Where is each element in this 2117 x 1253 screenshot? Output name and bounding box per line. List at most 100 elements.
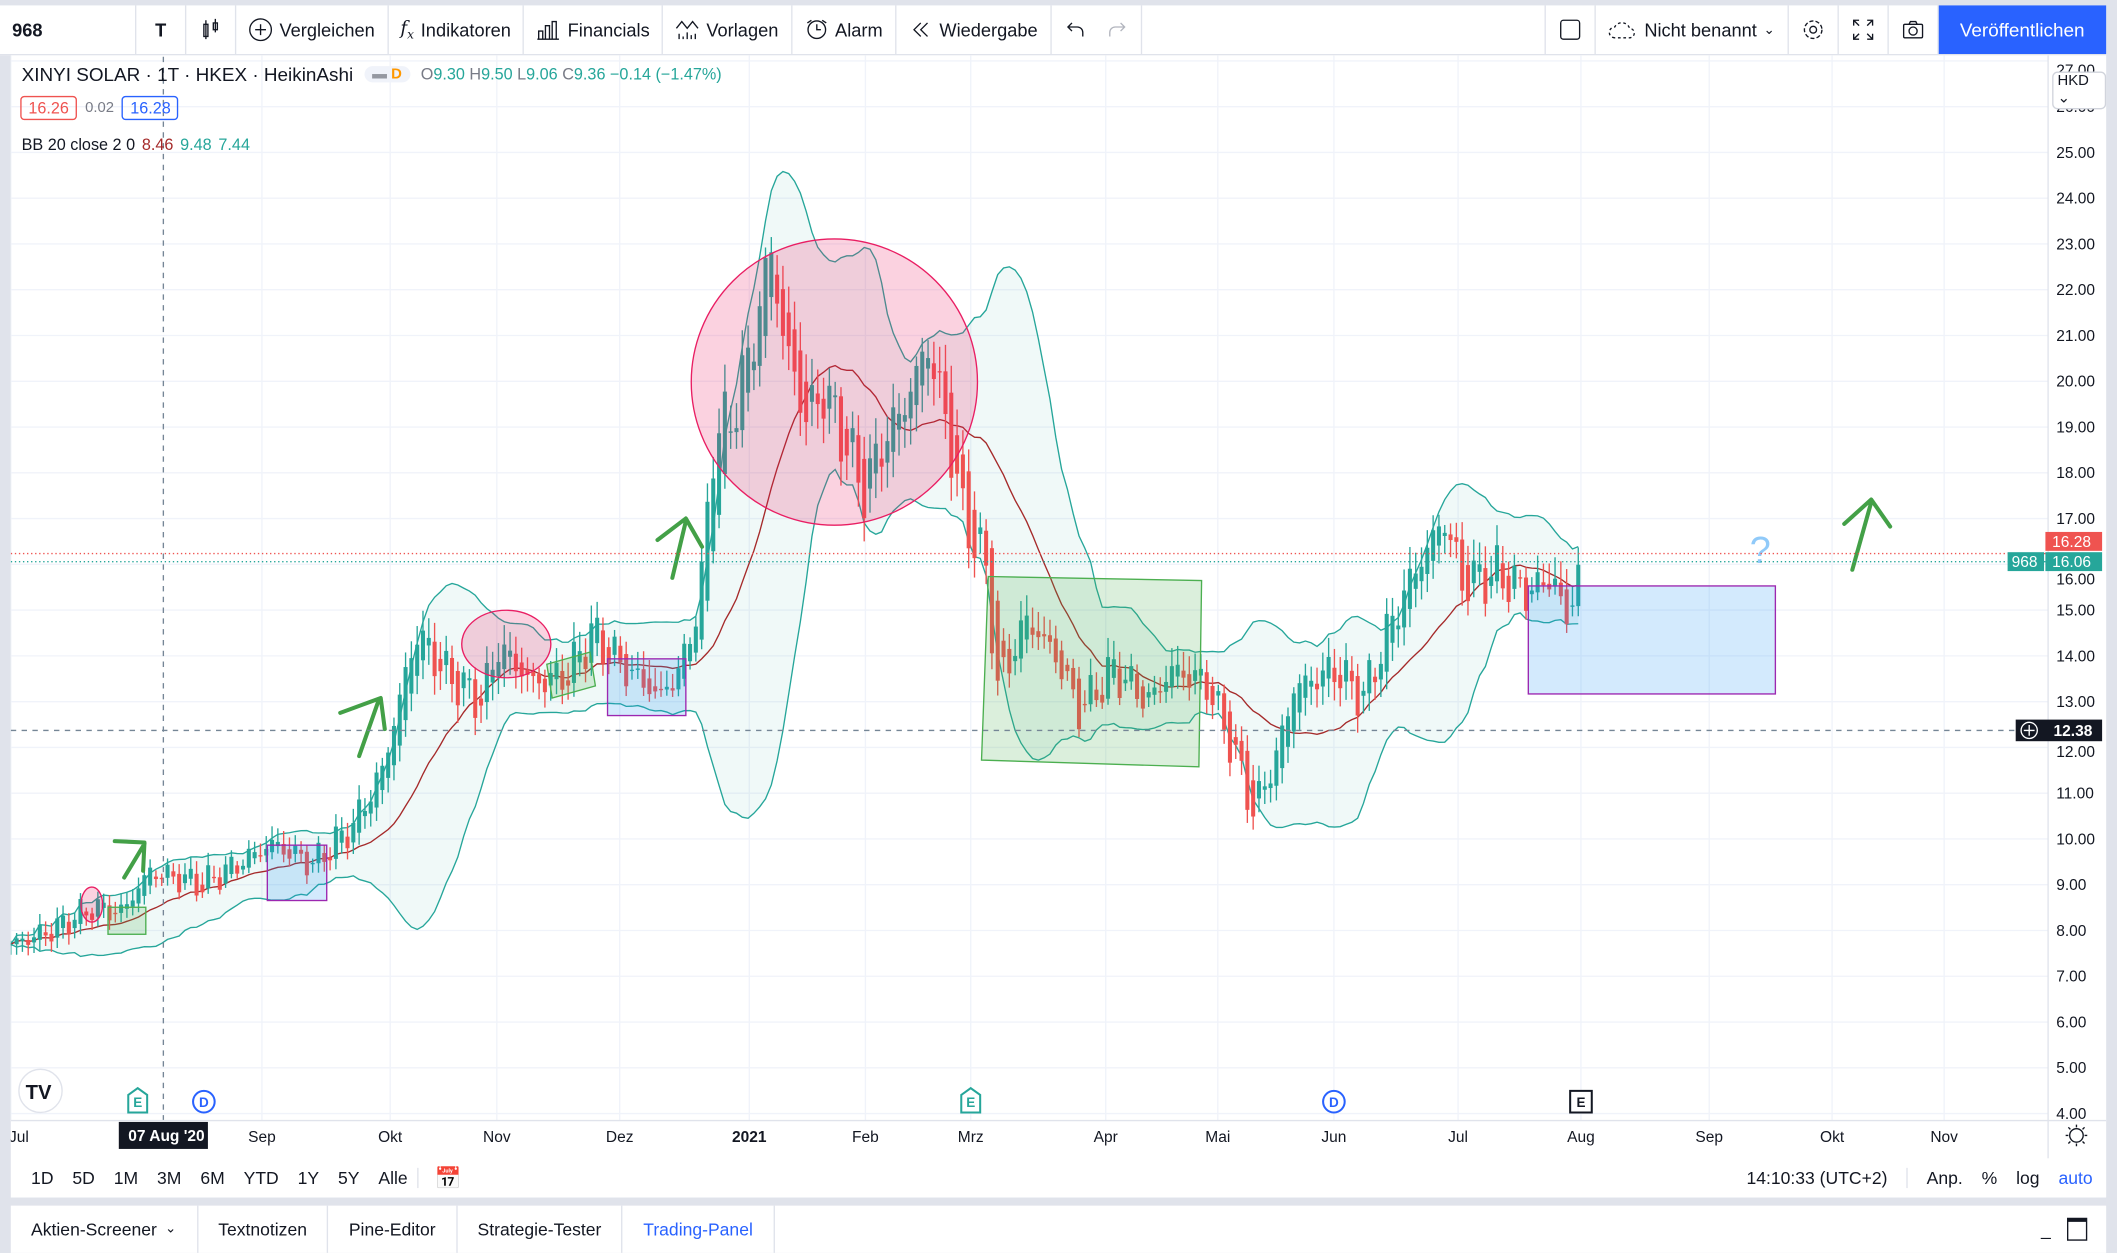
alert-button[interactable]: Alarm: [792, 5, 897, 55]
range-1m[interactable]: 1M: [113, 1167, 139, 1189]
candle: [159, 873, 164, 886]
snapshot-button[interactable]: [1888, 5, 1939, 55]
range-1y[interactable]: 1Y: [297, 1167, 320, 1189]
crosshair-price-text: 12.38: [2054, 723, 2093, 740]
tab-trading-panel[interactable]: Trading-Panel: [623, 1205, 775, 1253]
compare-button[interactable]: Vergleichen: [236, 5, 389, 55]
arrow-up-3[interactable]: [655, 516, 705, 580]
badge-text: D: [391, 66, 402, 83]
publish-button[interactable]: Veröffentlichen: [1938, 5, 2107, 55]
percent-toggle[interactable]: %: [1981, 1167, 1998, 1189]
earnings-marker[interactable]: E: [127, 1086, 149, 1114]
candle: [1158, 677, 1163, 704]
currency-selector[interactable]: HKD ⌄: [2052, 71, 2107, 110]
chart-type-button[interactable]: [186, 5, 237, 55]
dividend-marker[interactable]: D: [192, 1089, 216, 1114]
market-status-badge[interactable]: ▬ D: [363, 66, 410, 83]
earnings-marker[interactable]: E: [960, 1086, 982, 1114]
tab-textnotizen[interactable]: Textnotizen: [198, 1205, 329, 1253]
sell-price-button[interactable]: 16.26: [20, 95, 77, 121]
green-rectangle-2[interactable]: [546, 651, 597, 699]
financials-button[interactable]: Financials: [524, 5, 664, 55]
time-tick-label: Jul: [11, 1129, 29, 1146]
candle: [328, 847, 333, 871]
symbol-title[interactable]: XINYI SOLAR · 1T · HKEX · HeikinAshi: [21, 63, 354, 86]
blue-rectangle-target[interactable]: [1527, 585, 1777, 695]
arrow-up-1[interactable]: [112, 839, 147, 880]
range-ytd[interactable]: YTD: [243, 1167, 279, 1189]
drawings[interactable]: ?: [80, 238, 1893, 935]
highlight-circle-small[interactable]: [80, 886, 104, 923]
layout-name-button[interactable]: Nicht benannt ⌄: [1596, 5, 1789, 55]
event-letter: D: [1329, 1095, 1339, 1110]
candle: [519, 647, 524, 694]
earnings-marker[interactable]: E: [1569, 1089, 1593, 1114]
price-chart[interactable]: ? 27.0026.0025.0024.0023.0022.0021.0020.…: [10, 55, 2107, 1159]
price-tick-label: 25.00: [2056, 145, 2095, 162]
indicators-button[interactable]: fx Indikatoren: [388, 5, 525, 55]
time-axis[interactable]: Jul Sep Okt Nov Dez 2021 Feb Mrz Apr Mai Jun Jul Aug…: [11, 1129, 1958, 1146]
candles-icon: [203, 18, 219, 40]
indicator-legend[interactable]: BB 20 close 2 0 8.46 9.48 7.44: [22, 135, 250, 154]
highlight-circle-large[interactable]: [690, 238, 979, 526]
undo-icon[interactable]: [1063, 18, 1087, 42]
buy-price-button[interactable]: 16.28: [122, 95, 179, 121]
settings-button[interactable]: [1788, 5, 1839, 55]
candle: [972, 491, 977, 578]
range-6m[interactable]: 6M: [200, 1167, 225, 1189]
clock[interactable]: 14:10:33 (UTC+2): [1737, 1167, 1908, 1189]
candle: [1373, 667, 1378, 700]
maximize-panel-icon[interactable]: [2067, 1217, 2088, 1241]
interval-button[interactable]: T: [136, 5, 187, 55]
blue-rectangle-2[interactable]: [606, 658, 687, 717]
candle: [571, 622, 576, 697]
green-rectangle-3[interactable]: [980, 575, 1203, 768]
candle: [513, 636, 518, 689]
candle: [763, 247, 768, 358]
candle: [95, 891, 100, 927]
range-3m[interactable]: 3M: [157, 1167, 182, 1189]
question-mark-annotation[interactable]: ?: [1750, 530, 1771, 572]
candle: [705, 483, 710, 612]
redo-icon[interactable]: [1104, 18, 1128, 42]
minimize-panel-icon[interactable]: _: [2041, 1219, 2051, 1240]
green-rectangle-1[interactable]: [107, 906, 147, 935]
candle: [798, 322, 803, 436]
multi-layout-button[interactable]: [1544, 5, 1596, 55]
blue-rectangle-1[interactable]: [266, 844, 328, 902]
highlight-circle-medium[interactable]: [461, 609, 552, 679]
range-alle[interactable]: Alle: [378, 1167, 408, 1189]
chart-settings-icon[interactable]: [2065, 1124, 2088, 1147]
log-toggle[interactable]: log: [2016, 1167, 2040, 1189]
arrow-up-4[interactable]: [1842, 497, 1893, 572]
replay-button[interactable]: Wiedergabe: [896, 5, 1052, 55]
event-letter: E: [133, 1095, 142, 1110]
dividend-marker[interactable]: D: [1322, 1089, 1346, 1114]
auto-toggle[interactable]: auto: [2058, 1167, 2093, 1189]
bb-label: BB 20 close 2 0: [21, 135, 136, 154]
range-1d[interactable]: 1D: [31, 1167, 54, 1189]
range-5d[interactable]: 5D: [72, 1167, 95, 1189]
goto-date-icon[interactable]: 📅: [434, 1167, 462, 1191]
candle: [84, 907, 89, 926]
range-5y[interactable]: 5Y: [337, 1167, 360, 1189]
candle: [55, 907, 60, 949]
add-alert-icon[interactable]: [2020, 721, 2038, 740]
arrow-up-2[interactable]: [338, 695, 387, 759]
tab-strategie-tester[interactable]: Strategie-Tester: [457, 1205, 624, 1253]
candle: [1303, 663, 1308, 716]
candle: [757, 291, 762, 387]
symbol-search[interactable]: 968: [0, 5, 137, 55]
price-axis[interactable]: 27.0026.0025.0024.0023.0022.0021.0020.00…: [2056, 63, 2095, 1123]
tradingview-logo[interactable]: TV: [18, 1068, 63, 1114]
tab-pine-editor[interactable]: Pine-Editor: [329, 1205, 458, 1253]
tab-aktien-screener[interactable]: Aktien-Screener ⌄: [11, 1205, 198, 1253]
fullscreen-button[interactable]: [1838, 5, 1889, 55]
candle: [107, 894, 112, 930]
candle: [1431, 515, 1436, 579]
templates-button[interactable]: Vorlagen: [663, 5, 792, 55]
candle: [1361, 681, 1366, 714]
price-tags: 16.28 968 16.06 12.38 07 Aug '20: [118, 531, 2103, 1149]
adjust-toggle[interactable]: Anp.: [1926, 1167, 1963, 1189]
